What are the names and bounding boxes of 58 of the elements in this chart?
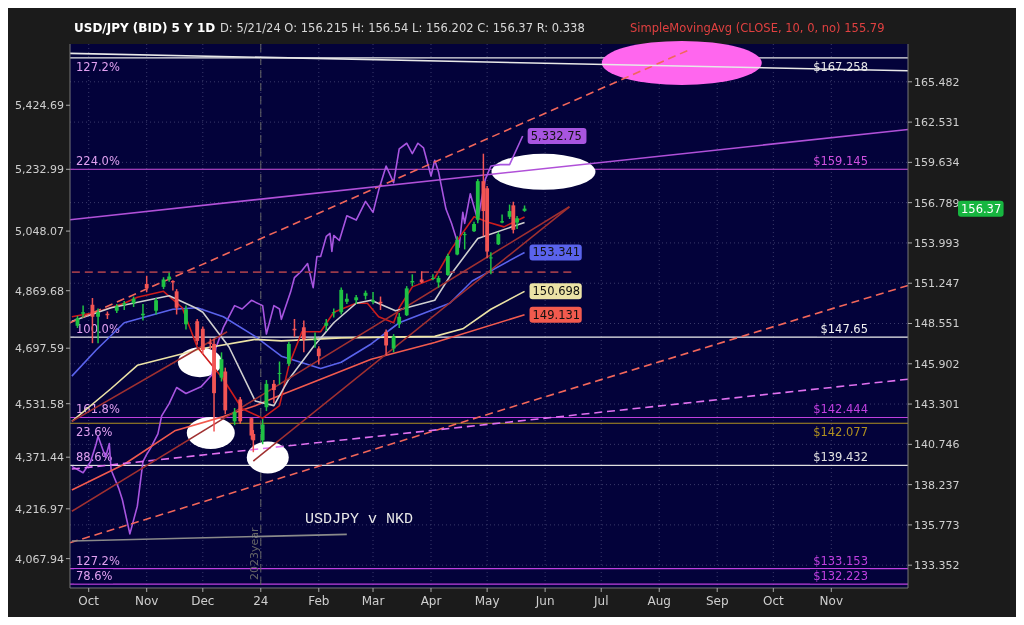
y-tick-label: 153.993 (914, 236, 960, 250)
y2-tick-label: 5,424.69 (15, 99, 64, 113)
data-label: 149.131 (532, 307, 581, 322)
data-label: 150.698 (532, 284, 581, 299)
ref-line-label: $132.223 (813, 569, 868, 584)
ref-line-label: $139.432 (813, 450, 868, 465)
x-tick-label: 24 (253, 594, 269, 608)
annotation: 23.6% (76, 425, 113, 440)
y2-tick-label: 4,869.68 (15, 284, 64, 298)
x-tick-label: Feb (308, 594, 330, 608)
y2-tick-label: 4,697.59 (15, 342, 64, 356)
annotation: USDJPY v NKD (305, 510, 414, 528)
x-tick-label: Oct (78, 594, 100, 608)
x-tick-label: Aug (647, 594, 671, 608)
x-tick-label: Nov (819, 594, 844, 608)
ref-line-label: $142.077 (813, 425, 868, 440)
ref-line-label: $147.65 (820, 322, 868, 337)
x-tick-label: Jul (592, 594, 609, 608)
data-label: 5,332.75 (530, 128, 582, 143)
y-tick-label: 143.301 (914, 398, 960, 412)
y2-tick-label: 5,048.07 (15, 225, 64, 239)
y2-tick-label: 4,531.58 (15, 397, 64, 411)
annotation: 127.2% (76, 59, 120, 74)
annotation: 224.0% (76, 154, 120, 169)
y-tick-label: 151.247 (914, 277, 960, 291)
y-tick-label: 140.746 (914, 438, 960, 452)
x-tick-label: Jun (534, 594, 555, 608)
y2-tick-label: 4,216.97 (15, 502, 64, 516)
x-tick-label: Oct (762, 594, 784, 608)
x-tick-label: Sep (705, 594, 729, 608)
ref-line-label: $133.153 (813, 553, 868, 568)
y-tick-label: 148.551 (914, 317, 960, 331)
y-tick-label: 162.531 (914, 116, 960, 130)
chart-subtitle: D: 5/21/24 O: 156.215 H: 156.54 L: 156.202 C: 156.37 R: 0.338 (220, 21, 585, 35)
y-tick-label: 165.482 (914, 75, 960, 89)
y-tick-label: 138.237 (914, 478, 960, 492)
y-tick-label: 145.902 (914, 357, 960, 371)
x-tick-label: Nov (134, 594, 159, 608)
y-tick-label: 156.789 (914, 196, 960, 210)
ref-line-label: $142.444 (813, 402, 868, 417)
x-tick-label: Dec (191, 594, 215, 608)
annotation: 127.2% (76, 553, 120, 568)
chart-title: USD/JPY (BID) 5 Y 1D (74, 21, 216, 35)
y-tick-label: 133.352 (914, 559, 960, 573)
data-label: 153.341 (532, 245, 581, 260)
y2-tick-label: 4,371.44 (15, 451, 64, 465)
x-tick-label: Mar (361, 594, 385, 608)
x-tick-label: Apr (420, 594, 442, 608)
x-tick-label: May (474, 594, 500, 608)
annotation: 78.6% (76, 569, 113, 584)
text: 156.37 (961, 201, 1002, 216)
ref-line-label: 2023year (247, 526, 261, 580)
text: SimpleMovingAvg (CLOSE, 10, 0, no) 155.79 (630, 21, 885, 35)
ref-line-label: $159.145 (813, 154, 868, 169)
y-tick-label: 159.634 (914, 156, 960, 170)
y2-tick-label: 5,232.99 (15, 163, 64, 177)
y2-tick-label: 4,067.94 (15, 552, 64, 566)
y-tick-label: 135.773 (914, 518, 960, 532)
